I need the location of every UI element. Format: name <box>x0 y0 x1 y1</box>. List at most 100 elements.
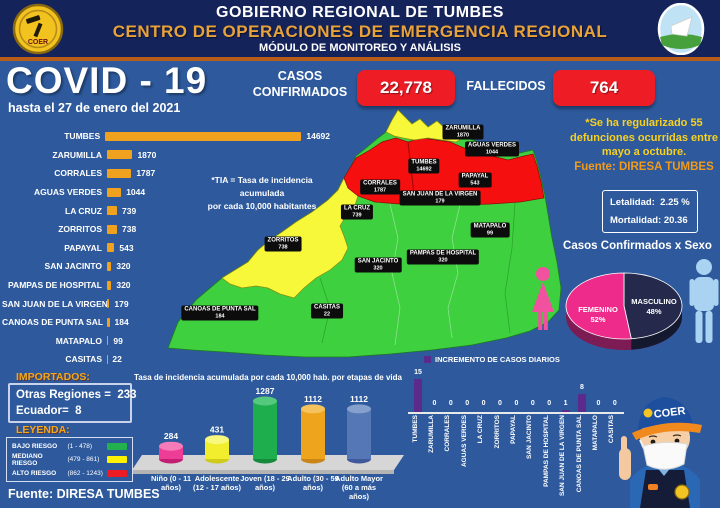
age-cyl-body <box>253 401 277 459</box>
tia-note-line1: *TIA = Tasa de incidencia acumulada <box>211 175 313 198</box>
age-cyl-top <box>159 441 183 451</box>
map-label-matapalo: MATAPALO 99 <box>470 222 510 238</box>
district-label: LA CRUZ <box>65 205 102 216</box>
daily-category-label: PAMPAS DE HOSPITAL <box>542 415 550 487</box>
confirmed-cases-value: 22,778 <box>357 70 455 106</box>
daily-value: 0 <box>448 400 453 407</box>
map-label-tumbes: TUMBES 14692 <box>408 158 440 174</box>
pie-label-masculino: MASCULINO <box>631 297 677 306</box>
map-label-value: 320 <box>438 257 448 263</box>
age-chart-title: Tasa de incidencia acumulada por cada 10… <box>134 373 402 382</box>
daily-value: 0 <box>612 400 617 407</box>
regularized-line1: *Se ha regularizado 55 <box>585 117 703 129</box>
district-value: 739 <box>122 205 137 216</box>
map-label-pampas-de-hospital: PAMPAS DE HOSPITAL 320 <box>406 249 480 265</box>
district-bar <box>107 317 110 327</box>
district-value: 179 <box>114 298 129 309</box>
header-line2: CENTRO DE OPERACIONES DE EMERGENCIA REGI… <box>112 21 608 41</box>
district-bar <box>107 336 109 346</box>
district-label: AGUAS VERDES <box>33 187 102 198</box>
age-value: 431 <box>210 425 224 435</box>
pie-value-femenino: 52% <box>590 315 605 324</box>
age-category-label: Adulto Mayor (60 a más años) <box>335 474 383 501</box>
age-cyl-body <box>301 408 325 459</box>
age-value: 1112 <box>350 394 368 404</box>
leyenda-box: BAJO RIESGO (1 - 478) MEDIANO RIESGO (479 … <box>6 437 133 482</box>
age-value: 1287 <box>256 386 275 396</box>
map-label-value: 320 <box>373 265 383 271</box>
sex-pie-title: Casos Confirmados x Sexo <box>563 240 712 252</box>
map-label-name: MATAPALO <box>473 223 507 230</box>
map-label-name: SAN JACINTO <box>357 258 399 265</box>
importados-box: Otras Regiones = 233 Ecuador= 8 <box>8 383 137 423</box>
map-label-name: PAMPAS DE HOSPITAL <box>409 250 477 257</box>
district-label: PAPAYAL <box>64 242 102 253</box>
district-bar-row: LA CRUZ 739 <box>2 201 330 220</box>
district-bar-row: TUMBES 14692 <box>2 127 330 146</box>
daily-increase-chart: 15 0 0 0 0 0 0 0 0 1 8 0 0 <box>408 364 630 412</box>
leyenda-alto-range: (862 - 1243) <box>67 469 103 477</box>
leyenda-title: LEYENDA: <box>16 424 70 436</box>
map-label-value: 738 <box>278 244 288 250</box>
map-label-value: 179 <box>435 198 445 204</box>
daily-chart-label-layer: TUMBES ZARUMILLA CORRALES AGUAS VERDES LA CR… <box>408 415 630 508</box>
pie-value-masculino: 48% <box>646 307 661 316</box>
male-icon <box>689 259 719 343</box>
daily-category-label: SAN JACINTO <box>526 415 534 459</box>
map-label-value: 99 <box>486 230 494 236</box>
importados-row-ecuador: Ecuador= 8 <box>16 405 124 417</box>
region-tumbes-seal-icon <box>657 3 705 55</box>
regularized-line3: mayo a octubre. <box>601 146 687 158</box>
map-label-value: 543 <box>470 180 480 186</box>
district-bar-row: MATAPALO 99 <box>2 332 330 351</box>
leyenda-mediano-swatch <box>107 456 127 463</box>
map-label-san-juan-de-la-virgen: SAN JUAN DE LA VIRGEN 179 <box>399 190 481 206</box>
importados-ecuador-label: Ecuador= <box>16 405 69 417</box>
daily-bar <box>414 379 422 412</box>
district-bar <box>107 206 118 216</box>
district-value: 543 <box>119 242 134 253</box>
pie-male-side <box>631 306 682 350</box>
map-label-name: SAN JUAN DE LA VIRGEN <box>402 191 478 198</box>
district-label: ZARUMILLA <box>52 149 102 160</box>
map-label-value: 22 <box>323 311 331 317</box>
deaths-label: FALLECIDOS <box>466 79 546 93</box>
district-value: 14692 <box>306 131 330 142</box>
mortalidad-label: Mortalidad: <box>610 214 662 226</box>
daily-chart-title: INCREMENTO DE CASOS DIARIOS <box>435 355 560 364</box>
daily-value: 0 <box>498 400 502 407</box>
leyenda-mediano-label: MEDIANO RIESGO <box>12 452 43 467</box>
daily-value: 0 <box>530 400 535 407</box>
district-value: 1787 <box>136 168 156 179</box>
daily-category-label: LA CRUZ <box>477 415 485 444</box>
deaths-value: 764 <box>553 70 655 106</box>
map-label-value: 1870 <box>456 132 470 138</box>
district-bar <box>105 131 302 141</box>
district-bar <box>107 299 110 309</box>
daily-category-label: CANOAS DE PUNTA SAL <box>575 415 583 493</box>
regularized-note: *Se ha regularizado 55 defunciones ocurr… <box>570 116 718 174</box>
district-bar <box>107 243 115 253</box>
daily-value: 0 <box>596 400 601 407</box>
daily-category-label: ZARUMILLA <box>427 415 435 453</box>
coer-seal-icon: COER <box>12 3 64 55</box>
district-bar-row: ZARUMILLA 1870 <box>2 146 330 165</box>
svg-text:COER: COER <box>653 405 686 421</box>
svg-text:COER: COER <box>28 39 48 46</box>
daily-category-label: ZORRITOS <box>493 415 501 449</box>
district-label: MATAPALO <box>55 335 102 346</box>
daily-category-label: SAN JUAN DE LA VIRGEN <box>559 415 567 497</box>
district-label: SAN JUAN DE LA VIRGEN <box>2 298 108 309</box>
map-label-value: 739 <box>352 212 362 218</box>
tia-note-line2: por cada 10,000 habitantes <box>207 201 317 211</box>
district-value: 22 <box>112 354 122 365</box>
header-line1: GOBIERNO REGIONAL DE TUMBES <box>216 3 504 21</box>
map-label-canoas-de-punta-sal: CANOAS DE PUNTA SAL 184 <box>181 305 259 321</box>
map-label-la-cruz: LA CRUZ 739 <box>340 204 374 220</box>
page-title: COVID - 19 <box>6 60 208 101</box>
district-bar-row: SAN JUAN DE LA VIRGEN 179 <box>2 294 330 313</box>
district-bar <box>107 224 118 234</box>
map-label-aguas-verdes: AGUAS VERDES 1044 <box>464 141 520 157</box>
daily-value: 1 <box>563 399 568 407</box>
